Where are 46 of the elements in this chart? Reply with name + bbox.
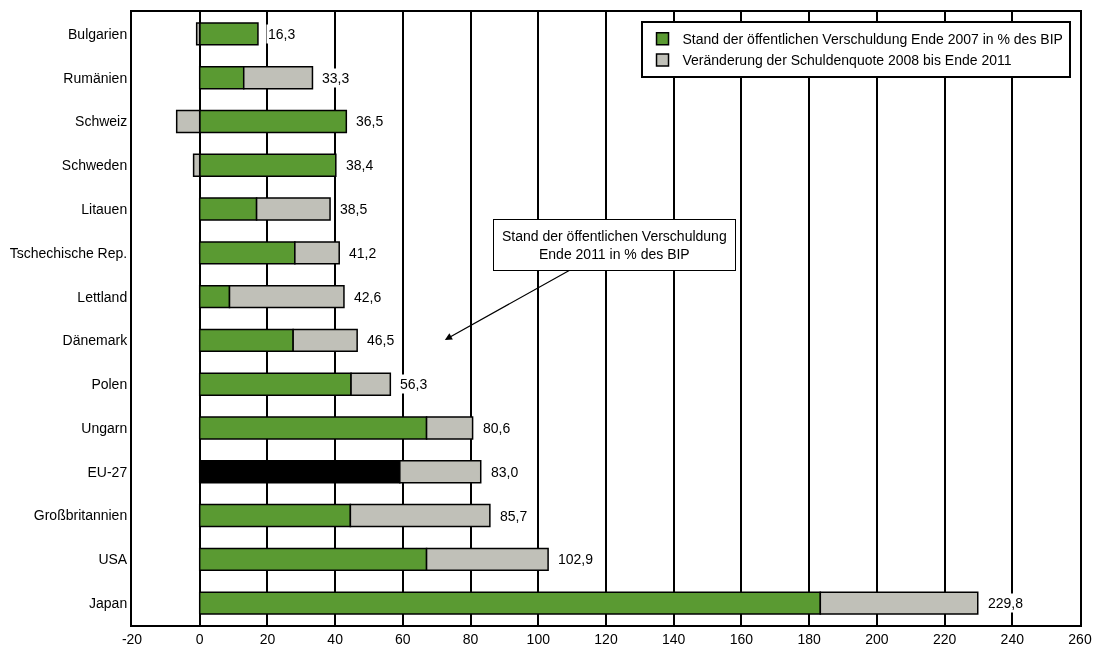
total-label: 36,5	[356, 113, 384, 129]
y-tick-label: Dänemark	[62, 332, 129, 349]
y-tick-label: Lettland	[77, 288, 128, 305]
x-tick-label: 20	[259, 630, 276, 647]
total-label: 229,8	[988, 595, 1024, 611]
total-label: 85,7	[500, 508, 528, 524]
x-tick-label: 120	[594, 630, 618, 647]
x-tick-label: 60	[395, 630, 411, 647]
total-label: 38,4	[346, 157, 374, 173]
x-tick-label: -20	[121, 630, 143, 647]
y-tick-label: Tschechische Rep.	[9, 244, 128, 261]
x-tick-label: 260	[1068, 630, 1092, 647]
total-label: 80,6	[483, 420, 511, 436]
y-tick-label: Bulgarien	[68, 25, 128, 42]
y-tick-label: Schweiz	[75, 113, 128, 130]
total-label: 56,3	[400, 376, 428, 392]
y-tick-label: Großbritannien	[33, 507, 128, 524]
x-tick-label: 180	[797, 630, 822, 647]
x-tick-label: 80	[462, 630, 479, 647]
y-tick-label: EU-27	[87, 463, 128, 480]
x-tick-label: 160	[729, 630, 754, 647]
total-label: 38,5	[340, 201, 368, 217]
total-label: 102,9	[558, 551, 594, 567]
legend-label: Veränderung der Schuldenquote 2008 bis Ende 2011	[682, 52, 1012, 69]
total-label: 16,3	[268, 26, 296, 42]
total-label: 33,3	[322, 70, 350, 86]
total-label: 42,6	[354, 289, 382, 305]
x-tick-label: 220	[932, 630, 957, 647]
x-tick-label: 0	[195, 630, 204, 647]
y-tick-label: Polen	[91, 376, 128, 393]
y-tick-label: Japan	[89, 595, 128, 612]
annotation: Stand der öffentlichen Verschuldung Ende 2011 in % des BIP	[502, 228, 727, 263]
y-tick-label: Litauen	[81, 200, 128, 217]
y-tick-label: Rumänien	[63, 69, 128, 86]
x-tick-label: 40	[327, 630, 344, 647]
legend-label: Stand der öffentlichen Verschuldung Ende 2007 in % des BIP	[682, 31, 1063, 48]
x-tick-label: 100	[526, 630, 551, 647]
y-tick-label: Schweden	[61, 157, 128, 174]
total-label: 46,5	[367, 332, 395, 348]
total-label: 41,2	[349, 245, 377, 261]
x-tick-label: 140	[662, 630, 686, 647]
y-tick-label: Ungarn	[81, 419, 128, 436]
total-label: 83,0	[491, 464, 519, 480]
y-tick-label: USA	[98, 551, 128, 568]
x-tick-label: 240	[1000, 630, 1025, 647]
x-tick-label: 200	[865, 630, 889, 647]
